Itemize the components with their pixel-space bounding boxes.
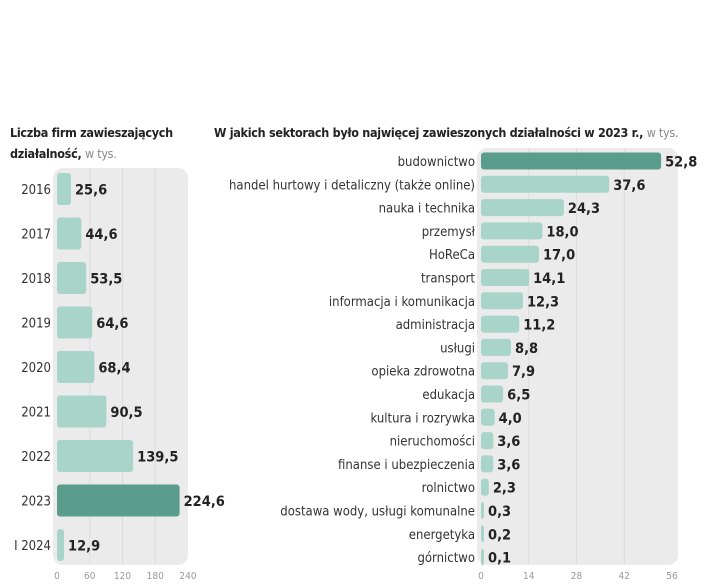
bar-edukacja xyxy=(481,385,504,403)
bar-2021 xyxy=(57,395,107,428)
bar-I-2024 xyxy=(57,529,65,561)
value-label: 90,5 xyxy=(110,405,142,421)
category-label: finanse i ubezpieczenia xyxy=(338,458,475,473)
category-label: nieruchomości xyxy=(390,435,475,450)
value-label: 68,4 xyxy=(98,361,130,377)
value-label: 53,5 xyxy=(90,272,122,288)
category-label: administracja xyxy=(396,318,475,333)
value-label: 24,3 xyxy=(568,201,600,217)
category-label: 2022 xyxy=(21,450,51,465)
bar-opieka-zdrowotna xyxy=(481,362,508,380)
category-label: usługi xyxy=(440,341,475,356)
bar-handel-hurtowy-i-detaliczny-(także-online) xyxy=(481,175,610,193)
bar-2022 xyxy=(57,440,134,472)
x-tick-label: 56 xyxy=(666,571,678,582)
right-title-unit: w tys. xyxy=(646,125,679,140)
left-title-text: Liczba firm zawieszających działalność, xyxy=(10,125,173,161)
bar-2019 xyxy=(57,306,93,339)
x-tick-label: 14 xyxy=(523,571,535,582)
category-label: górnictwo xyxy=(417,551,475,566)
category-label: budownictwo xyxy=(398,155,475,170)
x-tick-label: 42 xyxy=(619,571,630,582)
bar-2018 xyxy=(57,262,87,294)
value-label: 11,2 xyxy=(523,318,555,334)
value-label: 3,6 xyxy=(497,434,520,450)
bar-budownictwo xyxy=(481,152,662,170)
value-label: 0,2 xyxy=(488,527,511,543)
x-tick-label: 240 xyxy=(179,571,196,582)
category-label: 2016 xyxy=(21,183,51,198)
bar-dostawa-wody,-usługi-komunalne xyxy=(481,502,484,519)
value-label: 18,0 xyxy=(546,224,578,240)
bar-2023 xyxy=(57,484,180,517)
category-label: przemysł xyxy=(422,225,476,240)
x-tick-label: 120 xyxy=(114,571,131,582)
category-label: opieka zdrowotna xyxy=(371,365,475,380)
left-chart-title: Liczba firm zawieszających działalność, … xyxy=(10,122,210,164)
category-label: 2023 xyxy=(21,495,51,510)
right-title-text: W jakich sektorach było najwięcej zawies… xyxy=(214,125,644,140)
x-tick-label: 60 xyxy=(84,571,96,582)
category-label: nauka i technika xyxy=(379,202,475,217)
bar-administracja xyxy=(481,315,520,333)
value-label: 224,6 xyxy=(184,494,225,510)
value-label: 8,8 xyxy=(515,341,538,357)
category-label: HoReCa xyxy=(429,248,475,263)
value-label: 139,5 xyxy=(137,450,178,466)
category-label: kultura i rozrywka xyxy=(371,411,476,426)
bar-transport xyxy=(481,269,530,286)
value-label: 3,6 xyxy=(497,457,520,473)
bar-2016 xyxy=(57,173,71,205)
category-label: handel hurtowy i detaliczny (także onlin… xyxy=(229,178,475,193)
value-label: 44,6 xyxy=(85,227,117,243)
left-title-unit: w tys. xyxy=(85,146,117,161)
value-label: 2,3 xyxy=(493,481,516,497)
value-label: 0,3 xyxy=(488,504,511,520)
value-label: 12,3 xyxy=(527,294,559,310)
category-label: 2018 xyxy=(21,272,51,287)
category-label: rolnictwo xyxy=(422,481,475,496)
category-label: 2021 xyxy=(21,406,51,421)
value-label: 0,1 xyxy=(488,551,511,567)
category-label: energetyka xyxy=(409,528,475,543)
bar-HoReCa xyxy=(481,245,539,263)
category-label: 2020 xyxy=(21,361,51,376)
category-label: dostawa wody, usługi komunalne xyxy=(280,505,475,520)
x-tick-label: 180 xyxy=(147,571,164,582)
value-label: 12,9 xyxy=(68,539,100,555)
bar-usługi xyxy=(481,338,512,356)
bar-kultura-i-rozrywka xyxy=(481,408,495,426)
value-label: 25,6 xyxy=(75,183,107,199)
x-tick-label: 28 xyxy=(571,571,583,582)
value-label: 37,6 xyxy=(613,178,645,194)
category-label: edukacja xyxy=(422,388,475,403)
bar-rolnictwo xyxy=(481,478,489,496)
value-label: 6,5 xyxy=(507,388,530,404)
right-chart-title: W jakich sektorach było najwięcej zawies… xyxy=(214,122,704,143)
bar-2017 xyxy=(57,217,82,250)
value-label: 7,9 xyxy=(512,364,535,380)
category-label: transport xyxy=(421,272,475,287)
bar-2020 xyxy=(57,351,95,383)
category-label: 2019 xyxy=(21,317,51,332)
x-tick-label: 0 xyxy=(54,571,60,582)
x-tick-label: 0 xyxy=(478,571,484,582)
bar-górnictwo xyxy=(481,548,484,566)
value-label: 14,1 xyxy=(533,271,565,287)
bar-nieruchomości xyxy=(481,432,494,450)
category-label: 2017 xyxy=(21,228,51,243)
value-label: 17,0 xyxy=(543,248,575,264)
bar-energetyka xyxy=(481,525,484,543)
category-label: informacja i komunikacja xyxy=(329,295,475,310)
value-label: 64,6 xyxy=(96,316,128,332)
bar-informacja-i-komunikacja xyxy=(481,292,523,310)
value-label: 52,8 xyxy=(665,155,697,171)
bar-nauka-i-technika xyxy=(481,199,564,217)
bar-przemysł xyxy=(481,222,543,240)
bar-finanse-i-ubezpieczenia xyxy=(481,455,494,473)
category-label: I 2024 xyxy=(14,539,51,554)
value-label: 4,0 xyxy=(499,411,522,427)
